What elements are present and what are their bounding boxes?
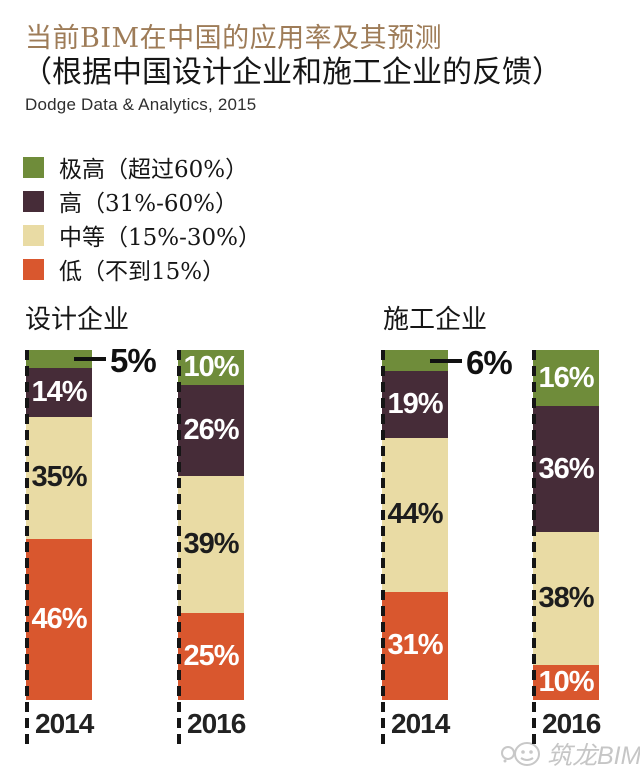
year-label: 2016: [542, 708, 601, 739]
callout-value: 6%: [466, 343, 513, 381]
bar-segment-low: 10%: [533, 665, 599, 700]
segment-value-label: 14%: [31, 375, 87, 408]
legend-item: 中等（15%-30%）: [23, 218, 261, 252]
year-label: 2016: [187, 708, 246, 739]
bar-dashed-axis: [177, 350, 181, 750]
callout-value: 5%: [110, 341, 157, 379]
bar-segment-low: 46%: [26, 539, 92, 700]
bar-segment-high: 19%: [382, 371, 448, 438]
segment-value-label: 10%: [183, 351, 239, 383]
bar-segment-low: 25%: [178, 612, 244, 700]
legend: 极高（超过60%） 高（31%-60%） 中等（15%-30%） 低（不到15%）: [23, 150, 261, 286]
segment-value-label: 25%: [183, 639, 239, 672]
bar-segment-medium: 35%: [26, 416, 92, 539]
segment-value-label: 39%: [183, 527, 239, 560]
segment-value-label: 31%: [387, 629, 443, 662]
stacked-bar-施工企业-2016: 16% 36% 38% 10% 2016: [532, 350, 601, 750]
segment-value-label: 35%: [31, 461, 87, 494]
bar-dashed-axis: [532, 350, 536, 750]
stacked-bar-设计企业-2016: 10% 26% 39% 25% 2016: [177, 350, 246, 750]
group-title-design: 设计企业: [25, 305, 130, 335]
year-label: 2014: [391, 708, 450, 739]
year-label: 2014: [35, 708, 94, 739]
bar-segment-high: 36%: [533, 406, 599, 532]
bar-segment-very_high: 10%: [178, 350, 244, 385]
segment-value-label: 19%: [387, 387, 443, 420]
zhulong-logo-icon: [501, 742, 540, 766]
legend-item: 低（不到15%）: [23, 252, 261, 286]
legend-swatch-very_high: [23, 156, 44, 178]
segment-value-label: 44%: [387, 498, 443, 530]
watermark: 筑龙BIM: [500, 736, 640, 772]
bar-segment-medium: 38%: [533, 532, 599, 665]
bar-dashed-axis: [25, 350, 29, 750]
stacked-bar-设计企业-2014: 5% 14% 35% 46% 2014: [25, 344, 157, 750]
segment-value-label: 10%: [538, 666, 594, 698]
legend-item: 高（31%-60%）: [23, 184, 261, 218]
segment-value-label: 16%: [538, 361, 594, 394]
legend-label: 极高（超过60%）: [59, 157, 249, 183]
bar-segment-medium: 39%: [178, 476, 244, 613]
legend-swatch-high: [23, 190, 44, 212]
callout-line: [430, 358, 462, 363]
group-title-construction: 施工企业: [383, 305, 488, 335]
bar-dashed-axis: [381, 350, 385, 750]
watermark-text: 筑龙BIM: [547, 742, 640, 770]
legend-swatch-medium: [23, 224, 44, 246]
legend-label: 高（31%-60%）: [59, 191, 239, 217]
stacked-bar-施工企业-2014: 6% 19% 44% 31% 2014: [381, 346, 513, 750]
chart-subtitle: （根据中国设计企业和施工企业的反馈）: [22, 55, 562, 90]
segment-value-label: 38%: [538, 582, 594, 614]
bar-segment-very_high: 16%: [533, 350, 599, 406]
bar-segment-high: 14%: [26, 367, 92, 417]
bar-segment-high: 26%: [178, 385, 244, 476]
bar-segment-medium: 44%: [382, 437, 448, 592]
legend-swatch-low: [23, 258, 44, 280]
legend-item: 极高（超过60%）: [23, 150, 261, 184]
chart-title: 当前BIM在中国的应用率及其预测: [25, 23, 443, 54]
legend-label: 中等（15%-30%）: [59, 225, 262, 251]
segment-value-label: 46%: [31, 603, 87, 635]
segment-value-label: 36%: [538, 452, 594, 485]
segment-value-label: 26%: [183, 414, 239, 446]
legend-label: 低（不到15%）: [59, 259, 226, 285]
bar-segment-very_high: [26, 350, 92, 368]
source-note: Dodge Data & Analytics, 2015: [25, 95, 257, 114]
callout-line: [74, 356, 106, 361]
bar-segment-very_high: [382, 350, 448, 371]
bar-segment-low: 31%: [382, 591, 448, 700]
